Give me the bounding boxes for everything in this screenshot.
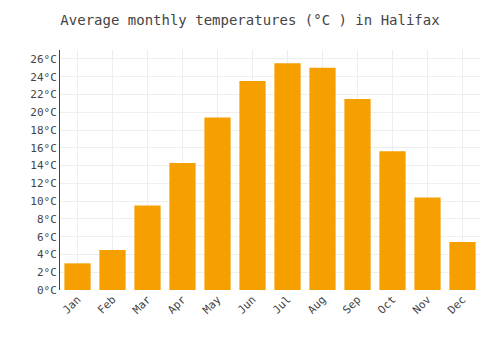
svg-text:10°C: 10°C: [30, 195, 57, 208]
svg-text:Average monthly temperatures (: Average monthly temperatures (°C ) in Ha…: [60, 12, 439, 28]
svg-text:4°C: 4°C: [37, 248, 57, 261]
svg-text:0°C: 0°C: [37, 284, 57, 297]
svg-text:Apr: Apr: [165, 293, 189, 317]
svg-text:Dec: Dec: [445, 293, 468, 316]
svg-text:Oct: Oct: [375, 293, 398, 316]
svg-text:Feb: Feb: [95, 293, 118, 316]
svg-text:20°C: 20°C: [30, 106, 57, 119]
svg-text:24°C: 24°C: [30, 71, 57, 84]
svg-text:Aug: Aug: [305, 293, 328, 316]
svg-text:26°C: 26°C: [30, 53, 57, 66]
svg-text:May: May: [200, 293, 224, 317]
svg-text:22°C: 22°C: [30, 88, 57, 101]
svg-text:14°C: 14°C: [30, 159, 57, 172]
svg-text:Nov: Nov: [410, 293, 434, 317]
svg-text:Jul: Jul: [270, 293, 293, 316]
svg-text:18°C: 18°C: [30, 124, 57, 137]
svg-text:Jun: Jun: [235, 293, 258, 316]
svg-text:16°C: 16°C: [30, 142, 57, 155]
svg-text:Sep: Sep: [340, 293, 363, 316]
svg-text:2°C: 2°C: [37, 266, 57, 279]
svg-text:6°C: 6°C: [37, 231, 57, 244]
svg-text:8°C: 8°C: [37, 213, 57, 226]
svg-text:12°C: 12°C: [30, 177, 57, 190]
svg-text:Jan: Jan: [60, 293, 83, 316]
svg-text:Mar: Mar: [130, 293, 154, 317]
